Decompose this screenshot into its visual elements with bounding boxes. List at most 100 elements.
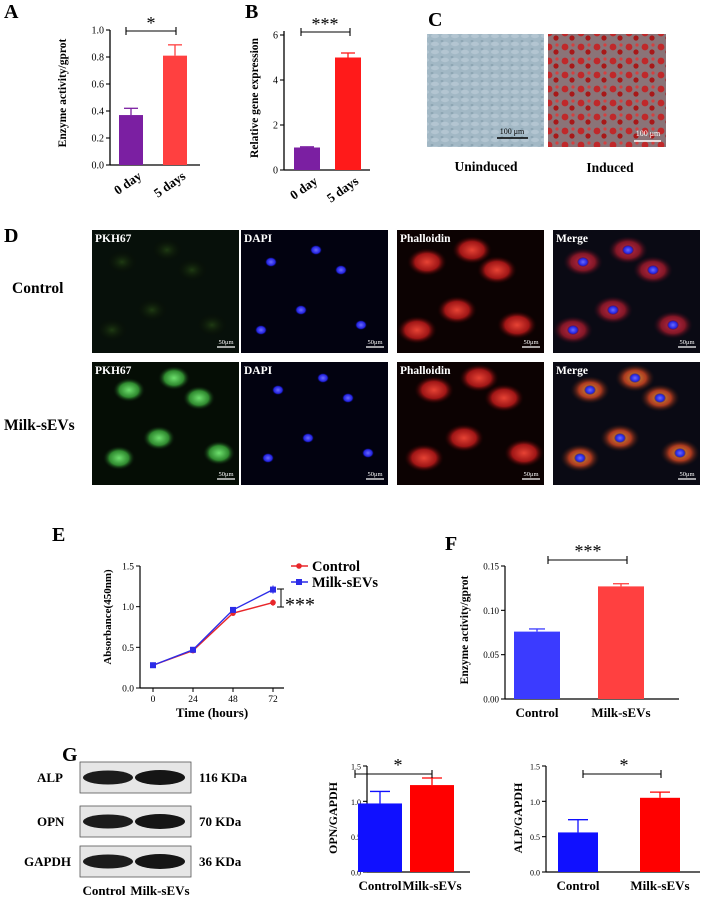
- blot-band: [135, 854, 185, 869]
- blot-band: [83, 770, 133, 785]
- y-tick-label: 0.5: [351, 833, 361, 842]
- series-line-control: [152, 601, 274, 666]
- bar-0-day: [294, 147, 320, 170]
- panel-b-significance: ***: [300, 14, 351, 36]
- bar-milk-sevs: [598, 586, 644, 699]
- y-tick-label: 0.6: [92, 80, 105, 91]
- blot-lane-label: Milk-sEVs: [130, 883, 189, 898]
- micrograph-control-merge: Merge 50μm: [553, 230, 700, 353]
- y-tick-label: 0.05: [483, 650, 499, 660]
- micrograph-milk-sevs-phalloidin: Phalloidin 50μm: [397, 362, 544, 485]
- blot-size-label: 70 KDa: [199, 814, 242, 829]
- blot-row-alp: ALP 116 KDa: [37, 761, 248, 794]
- x-tick-label: 24: [188, 695, 198, 705]
- scalebar-label: 50μm: [523, 471, 538, 478]
- y-tick-label: 1.5: [530, 763, 540, 772]
- legend-milk-sevs-label: Milk-sEVs: [312, 575, 378, 591]
- panel-a: A Enzyme activity/gprot 0.0 0.2 0.4 0.6 0.8 1…: [4, 1, 200, 200]
- panel-b-sig-star: ***: [312, 14, 339, 34]
- panel-f: F Enzyme activity/gprot 0.00 0.05 0.10 0.15…: [445, 533, 679, 720]
- y-tick-label: 1.0: [92, 26, 105, 37]
- scalebar-label: 50μm: [523, 339, 538, 346]
- channel-label: Phalloidin: [400, 365, 451, 377]
- scalebar-uninduced: 100 μm: [500, 127, 525, 136]
- data-point: [270, 599, 276, 606]
- panel-f-ylabel: Enzyme activity/gprot: [459, 575, 471, 684]
- micrograph-milk-sevs-dapi: DAPI 50μm: [241, 362, 388, 485]
- y-tick-label: 1.5: [351, 763, 361, 772]
- panel-letter-g: G: [62, 744, 78, 766]
- x-category-label: Milk-sEVs: [630, 878, 689, 893]
- panel-letter-d: D: [4, 225, 18, 247]
- channel-label: Merge: [556, 233, 588, 245]
- panel-letter-a: A: [4, 1, 19, 23]
- panel-b: B Relative gene expression 0 2 4 6 0 day 5 d…: [245, 1, 370, 205]
- bar-5-days: [163, 55, 187, 165]
- blot-size-label: 36 KDa: [199, 854, 242, 869]
- data-point: [150, 662, 156, 669]
- blot-protein-label: ALP: [37, 770, 63, 785]
- x-category-label: Control: [358, 878, 401, 893]
- y-tick-label: 1.0: [351, 798, 361, 807]
- y-tick-label: 0.2: [92, 134, 105, 145]
- y-tick-label: 0.5: [530, 833, 540, 842]
- panel-letter-b: B: [245, 1, 258, 23]
- x-category-label: 5 days: [151, 168, 188, 200]
- blot-band: [135, 814, 185, 829]
- scalebar-label: 50μm: [218, 471, 233, 478]
- micrograph-control-dapi: DAPI 50μm: [241, 230, 388, 353]
- channel-label: DAPI: [244, 365, 273, 377]
- legend-milk-sevs: Milk-sEVs: [291, 575, 378, 591]
- blot-band: [135, 770, 185, 785]
- x-tick-label: 72: [268, 695, 278, 705]
- label-induced: Induced: [586, 160, 634, 175]
- data-point: [270, 586, 276, 593]
- y-tick-label: 0: [273, 166, 278, 177]
- micrograph-milk-sevs-pkh67: PKH67 50μm: [92, 362, 239, 485]
- blot-row-opn: OPN 70 KDa: [37, 805, 242, 838]
- panel-g-alp-significance: *: [582, 755, 662, 778]
- y-tick-label: 6: [273, 31, 278, 42]
- y-tick-label: 4: [273, 76, 278, 87]
- bar-5-days: [335, 57, 361, 170]
- panel-g-opn-sig-star: *: [394, 755, 403, 775]
- panel-e-ylabel: Absorbance(450nm): [102, 569, 114, 665]
- scalebar-label: 50μm: [679, 339, 694, 346]
- y-tick-label: 0.8: [92, 53, 105, 64]
- panel-e: E Absorbance(450nm) 0.0 0.5 1.0 1.5 0 24 48 72…: [52, 524, 378, 720]
- panel-letter-e: E: [52, 524, 65, 546]
- y-tick-label: 0.0: [92, 161, 105, 172]
- x-category-label: 5 days: [324, 173, 361, 205]
- legend-control-label: Control: [312, 559, 360, 575]
- blot-row-gapdh: GAPDH 36 KDa: [24, 845, 242, 878]
- channel-label: DAPI: [244, 233, 273, 245]
- row-label-control: Control: [12, 280, 64, 297]
- x-category-label: 0 day: [111, 168, 145, 198]
- panel-a-significance: *: [125, 13, 177, 35]
- channel-label: Phalloidin: [400, 233, 451, 245]
- panel-g-opn-ylabel: OPN/GAPDH: [326, 781, 340, 854]
- bar-milk-sevs: [640, 797, 680, 872]
- blot-band: [83, 854, 133, 869]
- panel-g: G ALP 116 KDa OPN 70 KDa GAPDH 36 KDa Control M…: [24, 744, 700, 898]
- y-tick-label: 2: [273, 121, 278, 132]
- panel-e-xlabel: Time (hours): [176, 705, 248, 720]
- panel-letter-c: C: [428, 9, 442, 31]
- channel-label: PKH67: [95, 233, 132, 245]
- bar-control: [514, 631, 560, 699]
- y-tick-label: 0.4: [92, 107, 105, 118]
- y-tick-label: 0.00: [483, 695, 499, 705]
- panel-g-alp-ylabel: ALP/GAPDH: [511, 782, 525, 853]
- y-tick-label: 0.0: [122, 685, 134, 695]
- micrograph-control-pkh67: PKH67 50μm: [92, 230, 239, 353]
- row-label-milk-sevs: Milk-sEVs: [4, 417, 75, 434]
- panel-a-ylabel: Enzyme activity/gprot: [57, 38, 69, 147]
- panel-c: C 100 μm 100 μm Uninduced Induced: [427, 9, 666, 175]
- scalebar-induced: 100 μm: [636, 129, 661, 138]
- x-tick-label: 0: [151, 695, 156, 705]
- channel-label: PKH67: [95, 365, 132, 377]
- series-line-milk-sevs: [152, 588, 274, 666]
- x-category-label: Milk-sEVs: [591, 705, 650, 720]
- micrograph-control-phalloidin: Phalloidin 50μm: [397, 230, 544, 353]
